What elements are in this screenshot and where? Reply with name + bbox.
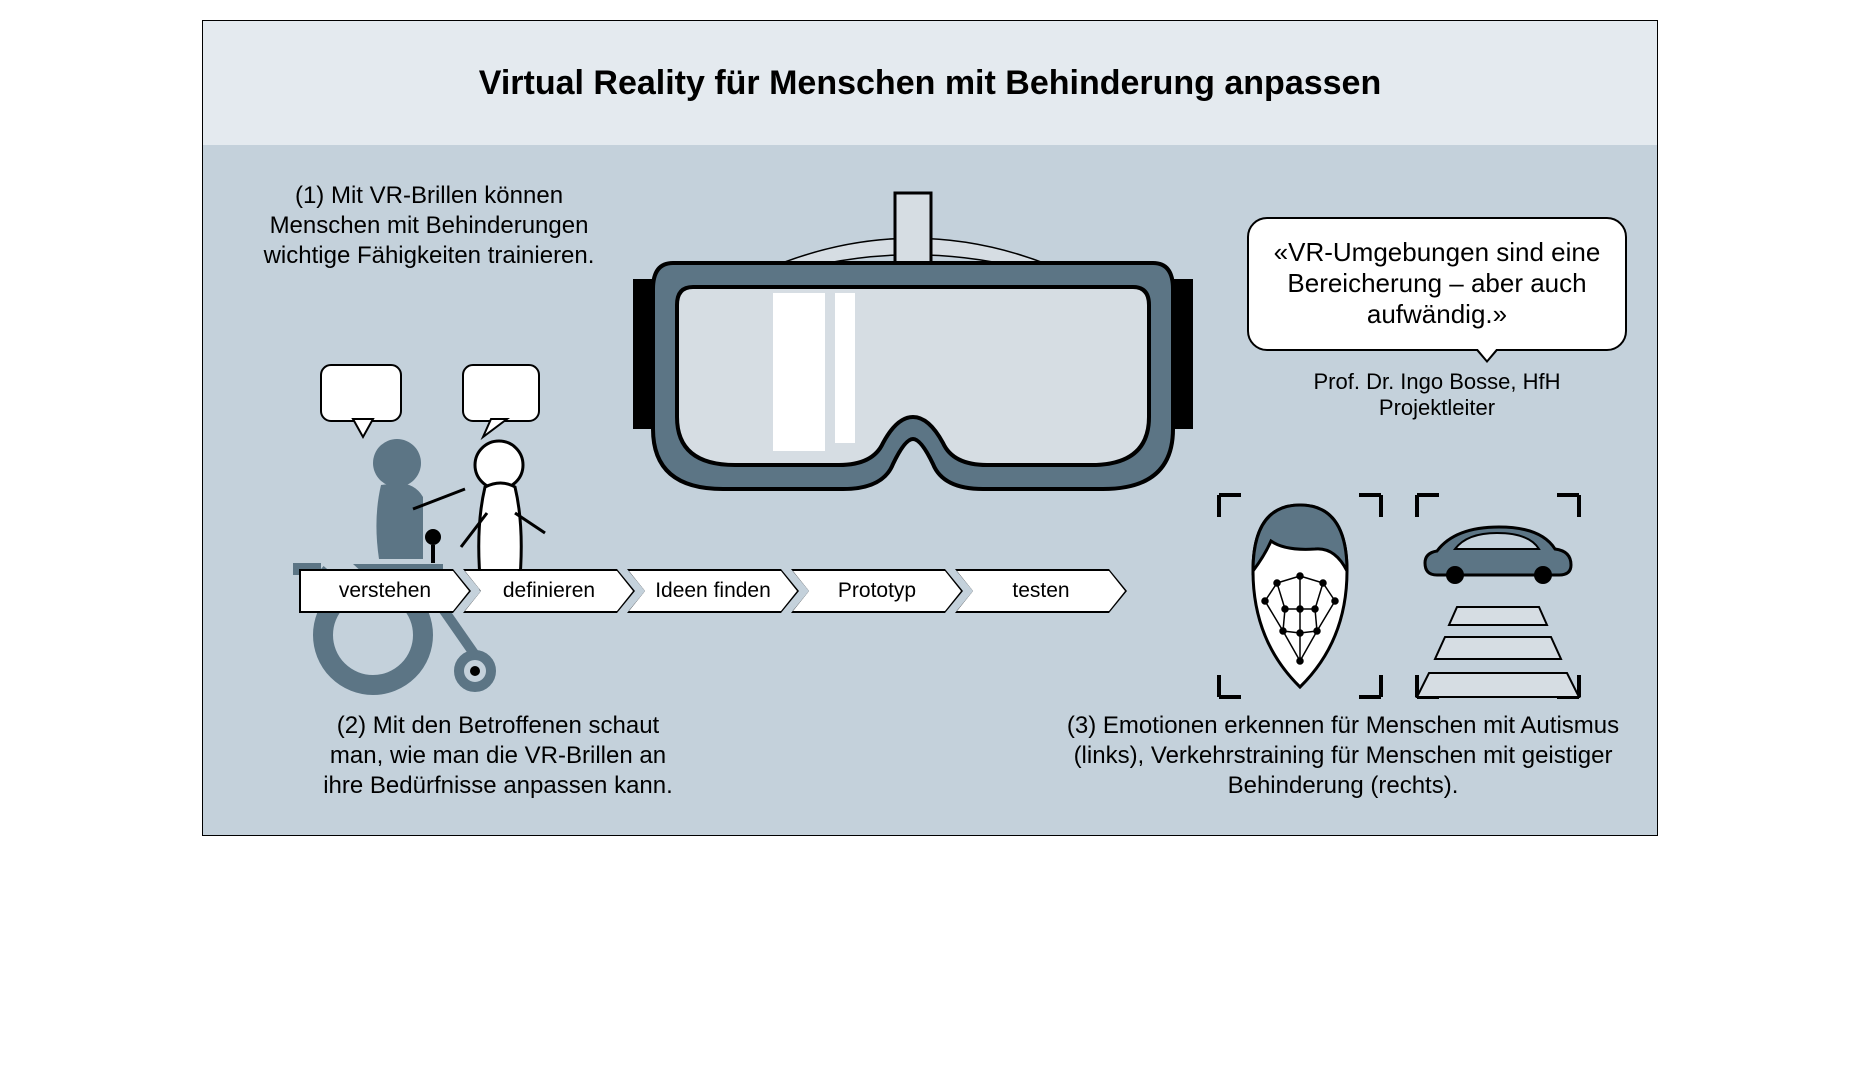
quote-box: «VR-Umgebungen sind eine Bereicherung – … [1247, 217, 1627, 421]
face-recognition-icon [1215, 491, 1385, 701]
process-chain: verstehendefinierenIdeen findenPrototypt… [299, 569, 1119, 613]
process-step-label: verstehen [301, 571, 469, 611]
wheelchair-people-icon [293, 359, 583, 699]
process-step-label: Ideen finden [629, 571, 797, 611]
process-step-label: Prototyp [793, 571, 961, 611]
page-title: Virtual Reality für Menschen mit Behinde… [479, 64, 1381, 103]
quote-author: Prof. Dr. Ingo Bosse, HfH [1314, 369, 1561, 394]
process-step: Prototyp [791, 569, 963, 613]
process-step: definieren [463, 569, 635, 613]
process-step: Ideen finden [627, 569, 799, 613]
traffic-training-icon [1413, 491, 1583, 701]
process-step-label: testen [957, 571, 1125, 611]
process-step: verstehen [299, 569, 471, 613]
vr-headset-icon [613, 189, 1213, 519]
process-step: testen [955, 569, 1127, 613]
quote-role: Projektleiter [1379, 395, 1495, 420]
quote-attribution: Prof. Dr. Ingo Bosse, HfH Projektleiter [1247, 369, 1627, 422]
caption-3: (3) Emotionen erkennen für Menschen mit … [1053, 711, 1633, 801]
infographic-root: Virtual Reality für Menschen mit Behinde… [202, 20, 1658, 836]
header-bar: Virtual Reality für Menschen mit Behinde… [203, 21, 1657, 145]
caption-2: (2) Mit den Betroffenen schaut man, wie … [323, 711, 673, 801]
quote-bubble: «VR-Umgebungen sind eine Bereicherung – … [1247, 217, 1627, 351]
process-step-label: definieren [465, 571, 633, 611]
caption-1: (1) Mit VR-Brillen können Menschen mit B… [259, 181, 599, 271]
